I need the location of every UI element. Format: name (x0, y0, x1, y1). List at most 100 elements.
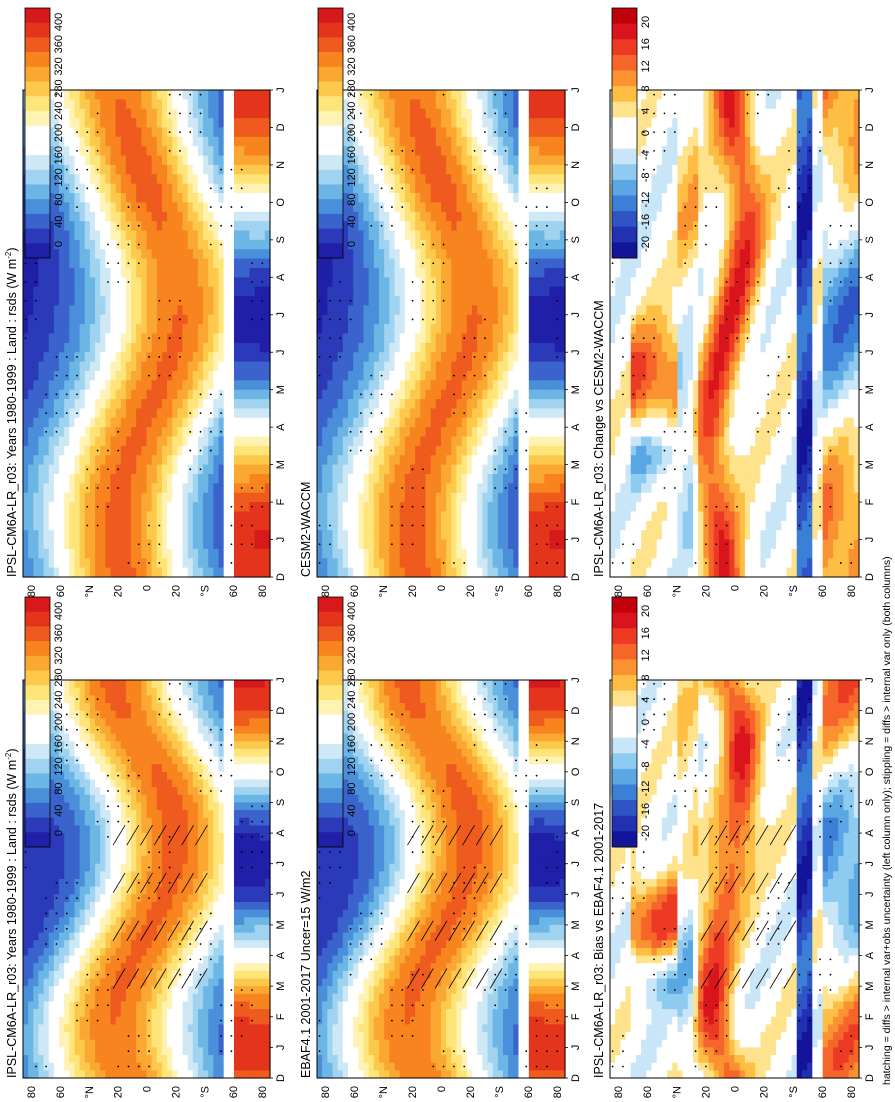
heatmap-cell (59, 710, 65, 719)
heatmap-cell (53, 183, 60, 194)
heatmap-cell (151, 710, 158, 719)
heatmap-cell (182, 748, 189, 758)
heatmap-cell (187, 909, 194, 918)
heatmap-cell (131, 825, 137, 834)
heatmap-cell (105, 1016, 112, 1026)
heatmap-cell (172, 267, 178, 278)
heatmap-cell (105, 296, 112, 307)
heatmap-cell (43, 1001, 50, 1010)
heatmap-cell (218, 817, 225, 827)
heatmap-cell (79, 748, 86, 758)
heatmap-cell (182, 193, 189, 203)
heatmap-cell (69, 511, 76, 522)
heatmap-cell (89, 970, 96, 980)
heatmap-cell (182, 879, 189, 888)
heatmap-cell (125, 361, 132, 372)
heatmap-cell (233, 833, 240, 842)
heatmap-cell (120, 771, 127, 781)
heatmap-cell (156, 230, 163, 241)
heatmap-cell (239, 118, 245, 129)
stipple-dot (55, 881, 58, 884)
heatmap-cell (249, 810, 256, 819)
heatmap-cell (192, 794, 199, 804)
heatmap-cell (115, 947, 122, 957)
heatmap-cell (254, 1001, 261, 1010)
heatmap-cell (156, 118, 163, 129)
heatmap-cell (192, 230, 199, 241)
heatmap-cell (161, 333, 168, 344)
heatmap-cell (151, 174, 158, 185)
heatmap-cell (125, 464, 132, 475)
heatmap-cell (249, 955, 256, 964)
heatmap-cell (228, 909, 235, 918)
heatmap-cell (192, 986, 199, 995)
heatmap-cell (213, 239, 220, 250)
heatmap-cell (43, 445, 50, 456)
heatmap-cell (89, 511, 96, 522)
heatmap-cell (254, 756, 261, 765)
heatmap-cell (95, 389, 101, 400)
heatmap-cell (64, 90, 70, 100)
heatmap-cell (182, 940, 189, 949)
heatmap-cell (100, 539, 106, 550)
heatmap-cell (187, 548, 194, 559)
heatmap-cell (53, 840, 60, 849)
heatmap-cell (141, 955, 148, 964)
heatmap-cell (43, 932, 50, 941)
heatmap-cell (192, 146, 199, 157)
heatmap-cell (244, 183, 251, 194)
heatmap-cell (213, 810, 220, 819)
heatmap-cell (218, 932, 225, 941)
heatmap-cell (187, 810, 194, 819)
heatmap-cell (79, 879, 86, 888)
heatmap-cell (223, 1016, 230, 1026)
heatmap-cell (172, 90, 178, 100)
heatmap-cell (197, 741, 204, 750)
heatmap-cell (203, 756, 209, 765)
heatmap-cell (89, 408, 96, 419)
heatmap-cell (213, 901, 220, 911)
heatmap-cell (203, 492, 209, 503)
heatmap-cell (84, 978, 91, 987)
heatmap-cell (105, 249, 112, 260)
heatmap-cell (84, 817, 91, 827)
heatmap-cell (74, 825, 81, 834)
heatmap-cell (223, 249, 230, 260)
heatmap-cell (33, 963, 40, 972)
heatmap-cell (151, 932, 158, 941)
heatmap-cell (38, 947, 45, 957)
heatmap-cell (59, 771, 65, 781)
heatmap-cell (48, 680, 55, 689)
heatmap-cell (110, 924, 117, 934)
heatmap-cell (89, 277, 96, 288)
heatmap-cell (110, 202, 117, 213)
heatmap-cell (89, 221, 96, 232)
heatmap-cell (64, 978, 70, 987)
heatmap-cell (136, 901, 142, 911)
heatmap-cell (182, 127, 189, 138)
heatmap-cell (203, 718, 209, 727)
heatmap-cell (84, 733, 91, 742)
heatmap-cell (48, 296, 55, 307)
heatmap-cell (161, 779, 168, 788)
heatmap-cell (141, 833, 148, 842)
heatmap-cell (151, 993, 158, 1003)
heatmap-cell (131, 174, 137, 185)
heatmap-cell (208, 963, 214, 972)
heatmap-cell (89, 901, 96, 911)
heatmap-cell (156, 1032, 163, 1041)
heatmap-cell (48, 370, 55, 381)
heatmap-cell (187, 702, 194, 712)
heatmap-cell (125, 970, 132, 980)
heatmap-cell (100, 399, 106, 410)
stipple-dot (189, 682, 192, 685)
heatmap-cell (33, 970, 40, 980)
heatmap-cell (95, 511, 101, 522)
heatmap-cell (79, 710, 86, 719)
heatmap-cell (223, 978, 230, 987)
heatmap-cell (43, 511, 50, 522)
heatmap-cell (69, 333, 76, 344)
heatmap-cell (105, 932, 112, 941)
heatmap-cell (161, 1070, 168, 1079)
heatmap-cell (120, 361, 127, 372)
